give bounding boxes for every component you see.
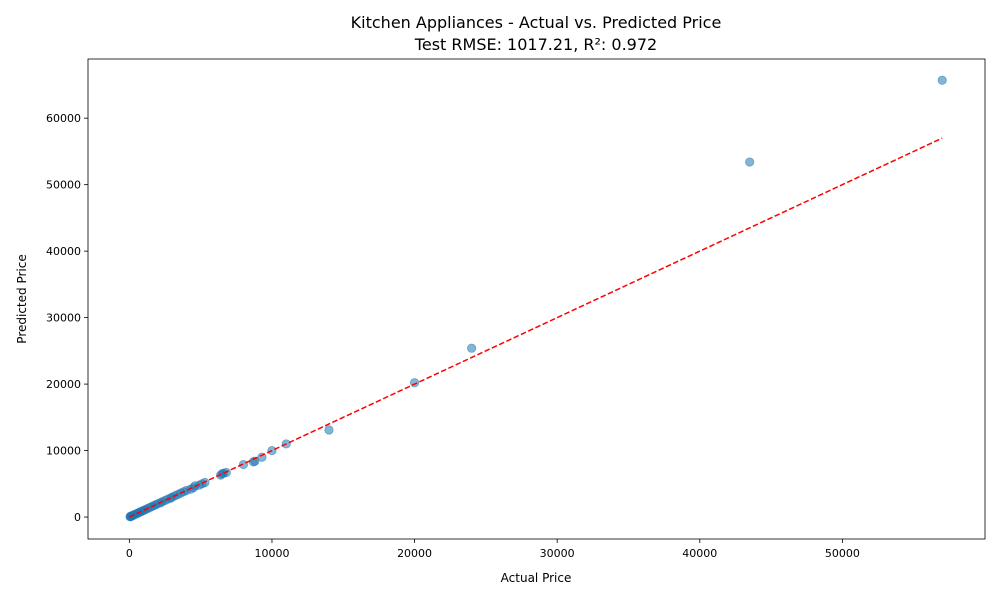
- data-point: [937, 75, 947, 85]
- reference-line: [129, 137, 943, 518]
- plot-marks: [125, 75, 947, 522]
- x-tick-label: 40000: [682, 547, 717, 560]
- chart-subtitle: Test RMSE: 1017.21, R²: 0.972: [414, 35, 657, 54]
- y-tick-label: 10000: [46, 445, 81, 458]
- data-point: [257, 452, 267, 462]
- x-tick-label: 30000: [540, 547, 575, 560]
- data-point: [467, 343, 477, 353]
- x-tick-label: 20000: [397, 547, 432, 560]
- x-tick-label: 10000: [254, 547, 289, 560]
- y-tick-label: 40000: [46, 245, 81, 258]
- y-tick-label: 50000: [46, 179, 81, 192]
- data-point: [745, 157, 755, 167]
- x-tick-label: 50000: [825, 547, 860, 560]
- x-axis-label: Actual Price: [501, 571, 572, 585]
- y-tick-label: 0: [74, 511, 81, 524]
- y-tick-label: 30000: [46, 312, 81, 325]
- x-tick-label: 0: [126, 547, 133, 560]
- y-tick-label: 60000: [46, 112, 81, 125]
- data-point: [409, 378, 420, 388]
- y-tick-label: 20000: [46, 378, 81, 391]
- plot-frame: [87, 58, 986, 540]
- data-point: [324, 425, 334, 435]
- axis-ticks: 0 10000 20000 30000 40000 50000 0 10000 20000 300…: [46, 112, 860, 560]
- chart-title: Kitchen Appliances - Actual vs. Predicte…: [351, 13, 722, 32]
- y-axis-label: Predicted Price: [15, 254, 29, 343]
